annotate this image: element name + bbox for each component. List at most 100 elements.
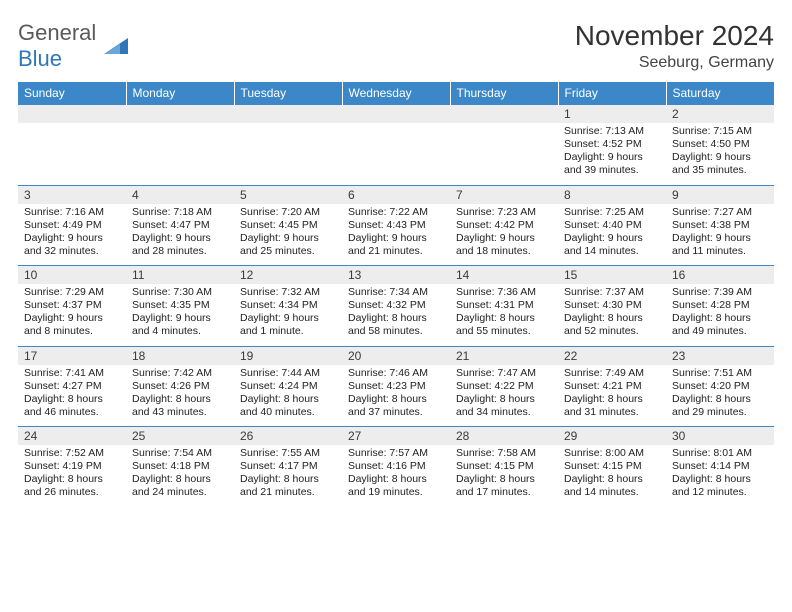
sunrise-text: Sunrise: 7:18 AM <box>132 206 228 219</box>
day-number: 3 <box>24 188 31 202</box>
daylight-text: Daylight: 9 hours <box>132 312 228 325</box>
sail-icon <box>102 36 130 56</box>
day-content-cell: Sunrise: 7:20 AMSunset: 4:45 PMDaylight:… <box>234 204 342 266</box>
daylight-text: Daylight: 8 hours <box>348 312 444 325</box>
day-details: Sunrise: 7:46 AMSunset: 4:23 PMDaylight:… <box>348 367 444 420</box>
sunset-text: Sunset: 4:52 PM <box>564 138 660 151</box>
sunset-text: Sunset: 4:50 PM <box>672 138 768 151</box>
sunrise-text: Sunrise: 7:15 AM <box>672 125 768 138</box>
day-content-cell: Sunrise: 7:36 AMSunset: 4:31 PMDaylight:… <box>450 284 558 346</box>
content-row: Sunrise: 7:52 AMSunset: 4:19 PMDaylight:… <box>18 445 774 507</box>
day-number-cell: 30 <box>666 427 774 446</box>
day-content-cell: Sunrise: 7:49 AMSunset: 4:21 PMDaylight:… <box>558 365 666 427</box>
sunset-text: Sunset: 4:31 PM <box>456 299 552 312</box>
sunset-text: Sunset: 4:20 PM <box>672 380 768 393</box>
day-content-cell: Sunrise: 7:27 AMSunset: 4:38 PMDaylight:… <box>666 204 774 266</box>
logo-text: General Blue <box>18 20 96 72</box>
day-number-cell: 14 <box>450 266 558 285</box>
day-details: Sunrise: 7:25 AMSunset: 4:40 PMDaylight:… <box>564 206 660 259</box>
day-number-cell: 6 <box>342 185 450 204</box>
sunrise-text: Sunrise: 7:46 AM <box>348 367 444 380</box>
daylight-text: Daylight: 8 hours <box>348 473 444 486</box>
daynum-row: 12 <box>18 105 774 124</box>
daylight-text: and 32 minutes. <box>24 245 120 258</box>
content-row: Sunrise: 7:41 AMSunset: 4:27 PM Daylight:… <box>18 365 774 427</box>
day-details: Sunrise: 7:15 AMSunset: 4:50 PMDaylight:… <box>672 125 768 178</box>
day-number-cell <box>450 105 558 124</box>
daylight-text: Daylight: 9 hours <box>564 232 660 245</box>
day-content-cell: Sunrise: 7:41 AMSunset: 4:27 PMDaylight:… <box>18 365 126 427</box>
day-details: Sunrise: 7:36 AMSunset: 4:31 PMDaylight:… <box>456 286 552 339</box>
daylight-text: and 58 minutes. <box>348 325 444 338</box>
logo-word-1: General <box>18 20 96 45</box>
day-content-cell: Sunrise: 7:39 AMSunset: 4:28 PMDaylight:… <box>666 284 774 346</box>
day-number: 8 <box>564 188 571 202</box>
daylight-text: Daylight: 9 hours <box>132 232 228 245</box>
day-content-cell <box>126 123 234 185</box>
sunrise-text: Sunrise: 7:42 AM <box>132 367 228 380</box>
sunrise-text: Sunrise: 7:29 AM <box>24 286 120 299</box>
sunrise-text: Sunrise: 7:41 AM <box>24 367 120 380</box>
day-content-cell: Sunrise: 7:47 AMSunset: 4:22 PMDaylight:… <box>450 365 558 427</box>
day-number-cell <box>18 105 126 124</box>
day-details: Sunrise: 8:01 AMSunset: 4:14 PMDaylight:… <box>672 447 768 500</box>
day-number-cell: 18 <box>126 346 234 365</box>
daylight-text: and 55 minutes. <box>456 325 552 338</box>
day-number-cell: 15 <box>558 266 666 285</box>
daylight-text: Daylight: 8 hours <box>132 473 228 486</box>
weekday-header: Thursday <box>450 82 558 105</box>
sunset-text: Sunset: 4:17 PM <box>240 460 336 473</box>
daylight-text: Daylight: 8 hours <box>132 393 228 406</box>
day-details: Sunrise: 7:27 AMSunset: 4:38 PMDaylight:… <box>672 206 768 259</box>
sunrise-text: Sunrise: 7:39 AM <box>672 286 768 299</box>
day-number-cell: 10 <box>18 266 126 285</box>
day-details: Sunrise: 7:20 AMSunset: 4:45 PMDaylight:… <box>240 206 336 259</box>
weekday-header: Friday <box>558 82 666 105</box>
sunrise-text: Sunrise: 7:58 AM <box>456 447 552 460</box>
day-content-cell: Sunrise: 7:46 AMSunset: 4:23 PMDaylight:… <box>342 365 450 427</box>
weekday-header-row: Sunday Monday Tuesday Wednesday Thursday… <box>18 82 774 105</box>
sunset-text: Sunset: 4:42 PM <box>456 219 552 232</box>
daylight-text: Daylight: 8 hours <box>672 473 768 486</box>
daynum-row: 10111213141516 <box>18 266 774 285</box>
day-content-cell <box>18 123 126 185</box>
day-number-cell <box>234 105 342 124</box>
daylight-text: Daylight: 9 hours <box>240 232 336 245</box>
day-number-cell: 12 <box>234 266 342 285</box>
daylight-text: and 1 minute. <box>240 325 336 338</box>
sunset-text: Sunset: 4:47 PM <box>132 219 228 232</box>
day-number: 28 <box>456 429 469 443</box>
calendar-body: 12Sunrise: 7:13 AMSunset: 4:52 PMDayligh… <box>18 105 774 508</box>
weekday-header: Sunday <box>18 82 126 105</box>
day-number: 6 <box>348 188 355 202</box>
sunset-text: Sunset: 4:19 PM <box>24 460 120 473</box>
sunset-text: Sunset: 4:40 PM <box>564 219 660 232</box>
day-number: 2 <box>672 107 679 121</box>
daylight-text: and 21 minutes. <box>240 486 336 499</box>
day-number-cell: 29 <box>558 427 666 446</box>
daylight-text: Daylight: 8 hours <box>456 473 552 486</box>
day-content-cell: Sunrise: 7:25 AMSunset: 4:40 PMDaylight:… <box>558 204 666 266</box>
weekday-header: Wednesday <box>342 82 450 105</box>
day-number-cell: 26 <box>234 427 342 446</box>
daylight-text: Daylight: 8 hours <box>564 393 660 406</box>
sunrise-text: Sunrise: 7:37 AM <box>564 286 660 299</box>
sunset-text: Sunset: 4:15 PM <box>564 460 660 473</box>
day-details: Sunrise: 7:23 AMSunset: 4:42 PMDaylight:… <box>456 206 552 259</box>
sunset-text: Sunset: 4:34 PM <box>240 299 336 312</box>
day-content-cell: Sunrise: 7:15 AMSunset: 4:50 PMDaylight:… <box>666 123 774 185</box>
day-number-cell: 27 <box>342 427 450 446</box>
sunset-text: Sunset: 4:49 PM <box>24 219 120 232</box>
sunset-text: Sunset: 4:24 PM <box>240 380 336 393</box>
sunset-text: Sunset: 4:27 PM <box>24 380 120 393</box>
daylight-text: and 19 minutes. <box>348 486 444 499</box>
day-number-cell: 16 <box>666 266 774 285</box>
day-number: 15 <box>564 268 577 282</box>
daylight-text: Daylight: 8 hours <box>240 473 336 486</box>
sunset-text: Sunset: 4:21 PM <box>564 380 660 393</box>
day-details: Sunrise: 8:00 AMSunset: 4:15 PMDaylight:… <box>564 447 660 500</box>
daynum-row: 3456789 <box>18 185 774 204</box>
day-details: Sunrise: 7:42 AMSunset: 4:26 PMDaylight:… <box>132 367 228 420</box>
daylight-text: and 18 minutes. <box>456 245 552 258</box>
day-content-cell: Sunrise: 7:16 AMSunset: 4:49 PMDaylight:… <box>18 204 126 266</box>
